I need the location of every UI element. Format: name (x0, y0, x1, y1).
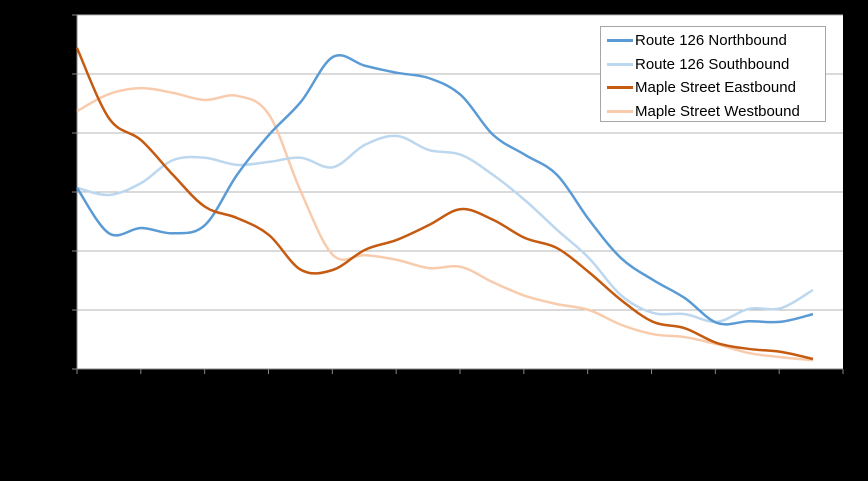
chart-legend: Route 126 Northbound Route 126 Southboun… (600, 26, 826, 122)
legend-label: Maple Street Westbound (635, 102, 800, 120)
series-maple-street-westbound (76, 86, 814, 362)
series-maple-street-eastbound (75, 47, 814, 361)
series-route-126-northbound (75, 54, 814, 326)
legend-label: Route 126 Northbound (635, 32, 787, 50)
legend-swatch-icon (607, 62, 633, 66)
legend-label: Route 126 Southbound (635, 55, 790, 73)
series-lines (75, 47, 814, 362)
legend-swatch-icon (607, 86, 633, 90)
legend-label: Maple Street Eastbound (635, 79, 796, 97)
axes (72, 14, 844, 374)
legend-item-route-126-southbound: Route 126 Southbound (607, 53, 825, 77)
legend-item-route-126-northbound: Route 126 Northbound (607, 29, 825, 53)
legend-swatch-icon (607, 39, 633, 43)
legend-item-maple-street-westbound: Maple Street Westbound (607, 100, 825, 124)
legend-item-maple-street-eastbound: Maple Street Eastbound (607, 76, 825, 100)
series-route-126-southbound (76, 134, 814, 324)
legend-swatch-icon (607, 109, 633, 113)
